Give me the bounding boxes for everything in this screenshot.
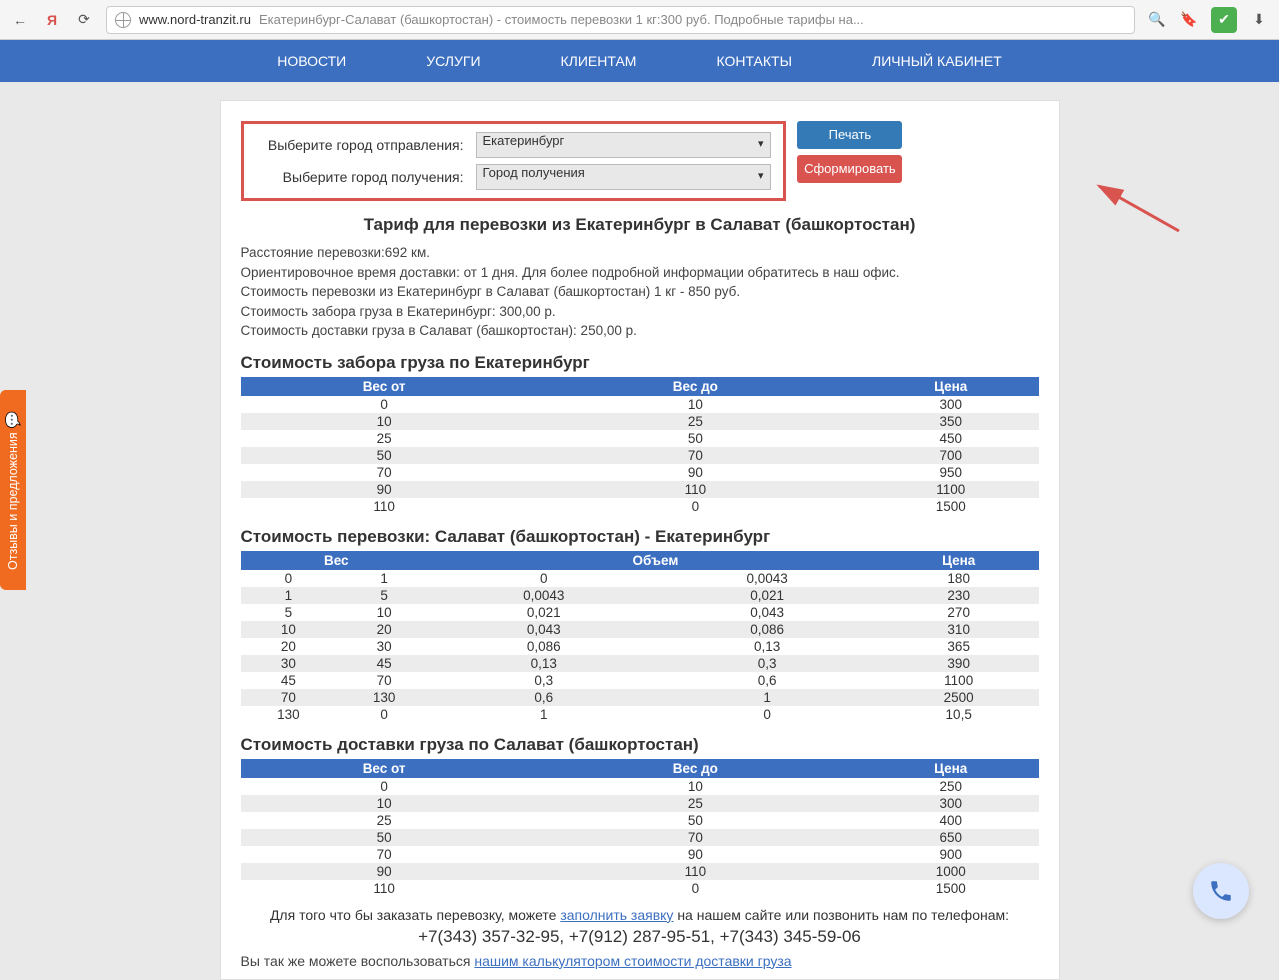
globe-icon	[115, 12, 131, 28]
main-navigation: НОВОСТИ УСЛУГИ КЛИЕНТАМ КОНТАКТЫ ЛИЧНЫЙ …	[0, 40, 1279, 82]
info-line: Стоимость перевозки из Екатеринбург в Са…	[241, 282, 1039, 302]
table-row: 30450,130,3390	[241, 655, 1039, 672]
annotation-arrow	[1089, 181, 1189, 241]
submit-button[interactable]: Сформировать	[797, 155, 902, 183]
nav-news[interactable]: НОВОСТИ	[277, 53, 346, 69]
table-row: 7090900	[241, 846, 1039, 863]
security-shield-icon[interactable]: ✔	[1211, 7, 1237, 33]
content-card: Выберите город отправления: Екатеринбург…	[220, 100, 1060, 980]
select-city-from[interactable]: Екатеринбург	[476, 132, 771, 158]
table-row: 010250	[241, 778, 1039, 795]
downloads-icon[interactable]: ⬇	[1249, 10, 1269, 30]
page-title-in-bar: Екатеринбург-Салават (башкортостан) - ст…	[259, 12, 864, 27]
table-row: 45700,30,61100	[241, 672, 1039, 689]
table-row: 7090950	[241, 464, 1039, 481]
table1-title: Стоимость забора груза по Екатеринбург	[241, 353, 1039, 373]
table-row: 2550450	[241, 430, 1039, 447]
browser-toolbar: ← Я ⟳ www.nord-tranzit.ru Екатеринбург-С…	[0, 0, 1279, 40]
search-icon[interactable]: 🔍	[1147, 10, 1167, 30]
delivery-cost-table: Вес отВес доЦена010250102530025504005070…	[241, 759, 1039, 897]
call-fab-button[interactable]	[1193, 863, 1249, 919]
transport-cost-table: ВесОбъемЦена0100,0043180150,00430,021230…	[241, 551, 1039, 723]
table-row: 5070700	[241, 447, 1039, 464]
phone-icon	[1208, 878, 1234, 904]
address-bar[interactable]: www.nord-tranzit.ru Екатеринбург-Салават…	[106, 6, 1135, 34]
table-row: 901101100	[241, 481, 1039, 498]
tariff-info: Расстояние перевозки:692 км. Ориентирово…	[241, 243, 1039, 341]
order-footer: Для того что бы заказать перевозку, може…	[241, 907, 1039, 923]
table-row: 5100,0210,043270	[241, 604, 1039, 621]
info-line: Ориентировочное время доставки: от 1 дня…	[241, 263, 1039, 283]
print-button[interactable]: Печать	[797, 121, 902, 149]
bookmark-icon[interactable]: 🔖	[1179, 10, 1199, 30]
nav-account[interactable]: ЛИЧНЫЙ КАБИНЕТ	[872, 53, 1002, 69]
yandex-button[interactable]: Я	[42, 10, 62, 30]
table-row: 010300	[241, 396, 1039, 413]
label-city-to: Выберите город получения:	[256, 169, 476, 185]
calculator-footer: Вы так же можете воспользоваться нашим к…	[241, 953, 1039, 969]
fill-request-link[interactable]: заполнить заявку	[560, 907, 673, 923]
table-row: 5070650	[241, 829, 1039, 846]
nav-services[interactable]: УСЛУГИ	[426, 53, 480, 69]
feedback-tab[interactable]: Отзывы и предложения 💬	[0, 390, 26, 590]
back-button[interactable]: ←	[10, 10, 30, 30]
table-row: 11001500	[241, 498, 1039, 515]
contact-phones: +7(343) 357-32-95, +7(912) 287-95-51, +7…	[241, 927, 1039, 947]
table-row: 701300,612500	[241, 689, 1039, 706]
table-row: 2550400	[241, 812, 1039, 829]
tariff-title: Тариф для перевозки из Екатеринбург в Са…	[241, 215, 1039, 235]
table-row: 20300,0860,13365	[241, 638, 1039, 655]
info-line: Стоимость забора груза в Екатеринбург: 3…	[241, 302, 1039, 322]
table3-title: Стоимость доставки груза по Салават (баш…	[241, 735, 1039, 755]
table-row: 1025300	[241, 795, 1039, 812]
table-row: 10200,0430,086310	[241, 621, 1039, 638]
info-line: Расстояние перевозки:692 км.	[241, 243, 1039, 263]
select-city-to[interactable]: Город получения	[476, 164, 771, 190]
calculator-link[interactable]: нашим калькулятором стоимости доставки г…	[474, 953, 791, 969]
route-form: Выберите город отправления: Екатеринбург…	[241, 121, 786, 201]
reload-button[interactable]: ⟳	[74, 10, 94, 30]
table-row: 150,00430,021230	[241, 587, 1039, 604]
table-row: 11001500	[241, 880, 1039, 897]
pickup-cost-table: Вес отВес доЦена010300102535025504505070…	[241, 377, 1039, 515]
label-city-from: Выберите город отправления:	[256, 137, 476, 153]
table-row: 0100,0043180	[241, 570, 1039, 587]
info-line: Стоимость доставки груза в Салават (башк…	[241, 321, 1039, 341]
table-row: 901101000	[241, 863, 1039, 880]
nav-contacts[interactable]: КОНТАКТЫ	[716, 53, 792, 69]
table-row: 13001010,5	[241, 706, 1039, 723]
chat-icon: 💬	[4, 410, 21, 426]
nav-clients[interactable]: КЛИЕНТАМ	[561, 53, 637, 69]
table2-title: Стоимость перевозки: Салават (башкортост…	[241, 527, 1039, 547]
url-host: www.nord-tranzit.ru	[139, 12, 251, 27]
table-row: 1025350	[241, 413, 1039, 430]
